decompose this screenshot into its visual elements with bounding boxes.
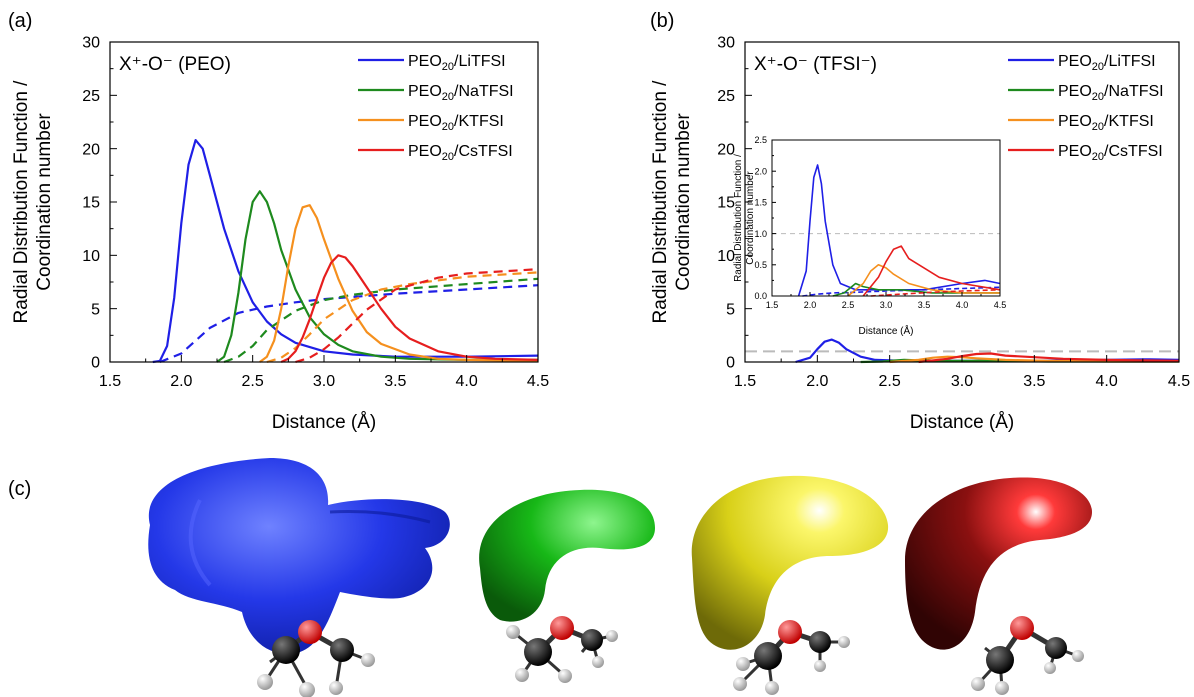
y-tick-label: 25 (717, 88, 735, 105)
series-line-rdf (216, 190, 538, 363)
chart-b-ylabel-2: Coordination number (673, 113, 694, 291)
x-tick-label: 4.0 (1096, 373, 1118, 390)
y-tick-label: 15 (82, 195, 100, 212)
chart-b-xlabel: Distance (Å) (910, 412, 1015, 433)
isosurface-na (479, 489, 655, 622)
series-line-cn (802, 286, 1001, 297)
y-tick-label: 10 (717, 248, 735, 265)
x-tick-label: 4.5 (994, 300, 1007, 310)
legend-label: PEO20/LiTFSI (1058, 53, 1156, 73)
series-line-cn (870, 289, 1001, 297)
y-tick-label: 30 (82, 35, 100, 52)
y-tick-label: 20 (717, 141, 735, 158)
y-tick-label: 1.0 (754, 229, 767, 239)
series-line-cn (223, 277, 539, 364)
x-tick-label: 1.5 (734, 373, 756, 390)
y-tick-label: 2.0 (754, 166, 767, 176)
chart-b-legend: PEO20/LiTFSI PEO20/NaTFSI PEO20/KTFSI PEO20… (1008, 53, 1164, 163)
y-tick-label: 0.5 (754, 260, 767, 270)
series-line-rdf (280, 254, 539, 364)
panel-label-b: (b) (650, 10, 675, 32)
inset-ylabel-1: Radial Distribution Function / (733, 154, 744, 282)
chart-a: 1.5 2.0 2.5 3.0 3.5 4.0 4.5 0 5 10 15 20 25 30 X⁺-O⁻ … (11, 35, 549, 433)
legend-label: PEO20/NaTFSI (1058, 83, 1164, 103)
isosurface-panel (148, 458, 1092, 697)
chart-b-title: X⁺-O⁻ (TFSI⁻) (754, 54, 877, 75)
y-tick-label: 0 (726, 355, 735, 372)
legend-label: PEO20/CsTFSI (1058, 143, 1163, 163)
legend-label: PEO20/LiTFSI (408, 53, 506, 73)
y-tick-label: 20 (82, 141, 100, 158)
chart-a-ylabel-1: Radial Distribution Function / (11, 80, 32, 324)
chart-b-ylabel-1: Radial Distribution Function / (650, 80, 671, 324)
y-tick-label: 0.0 (754, 291, 767, 301)
legend-label: PEO20/KTFSI (1058, 113, 1154, 133)
inset-ylabel-2: Coordination number (745, 171, 756, 265)
chart-b: 1.5 2.0 2.5 3.0 3.5 4.0 4.5 0 5 10 15 20 25 30 X⁺-O⁻ … (650, 35, 1190, 433)
x-tick-label: 3.0 (313, 373, 335, 390)
isosurface-k (691, 475, 889, 650)
molecule-na (506, 616, 618, 683)
isosurface-li (148, 458, 450, 654)
y-tick-label: 5 (726, 301, 735, 318)
x-tick-label: 3.5 (1023, 373, 1045, 390)
x-tick-label: 4.5 (527, 373, 549, 390)
series-line-rdf (152, 139, 539, 364)
x-tick-label: 2.0 (170, 373, 192, 390)
x-tick-label: 1.5 (99, 373, 121, 390)
inset-xlabel: Distance (Å) (858, 324, 913, 337)
series-line-rdf (832, 282, 1000, 297)
x-tick-label: 4.0 (956, 300, 969, 310)
x-tick-label: 3.5 (918, 300, 931, 310)
x-tick-label: 3.5 (384, 373, 406, 390)
panel-label-c: (c) (8, 478, 32, 500)
chart-a-ylabel-2: Coordination number (34, 113, 55, 291)
x-tick-label: 4.5 (1168, 373, 1190, 390)
y-tick-label: 15 (717, 195, 735, 212)
x-tick-label: 2.5 (242, 373, 264, 390)
legend-label: PEO20/KTFSI (408, 113, 504, 133)
series-line-cn (159, 284, 539, 364)
isosurface-cs (905, 477, 1092, 650)
y-tick-label: 0 (91, 355, 100, 372)
molecule-k (733, 620, 850, 695)
x-tick-label: 3.0 (951, 373, 973, 390)
y-tick-label: 1.5 (754, 198, 767, 208)
series-line-rdf (862, 245, 1001, 297)
legend-label: PEO20/CsTFSI (408, 143, 513, 163)
chart-a-title: X⁺-O⁻ (PEO) (119, 54, 231, 75)
chart-a-legend: PEO20/LiTFSI PEO20/NaTFSI PEO20/KTFSI PEO20… (358, 53, 514, 163)
series-line-rdf (259, 204, 539, 363)
y-tick-label: 25 (82, 88, 100, 105)
y-tick-label: 2.5 (754, 135, 767, 145)
legend-label: PEO20/NaTFSI (408, 83, 514, 103)
x-tick-label: 2.0 (804, 300, 817, 310)
series-line-cn (266, 271, 539, 364)
x-tick-label: 1.5 (766, 300, 779, 310)
y-tick-label: 10 (82, 248, 100, 265)
series-line-rdf (918, 352, 1180, 364)
x-tick-label: 4.0 (456, 373, 478, 390)
y-tick-label: 30 (717, 35, 735, 52)
series-line-rdf (797, 164, 1001, 297)
x-tick-label: 2.5 (879, 373, 901, 390)
x-tick-label: 2.0 (806, 373, 828, 390)
panel-label-a: (a) (8, 10, 33, 32)
molecule-li (257, 620, 375, 697)
molecule-cs (971, 616, 1084, 695)
x-tick-label: 2.5 (842, 300, 855, 310)
y-tick-label: 5 (91, 301, 100, 318)
series-line-cn (295, 268, 539, 364)
x-tick-label: 3.0 (880, 300, 893, 310)
chart-a-xlabel: Distance (Å) (272, 412, 377, 433)
chart-b-inset: 1.5 2.0 2.5 3.0 3.5 4.0 4.50.00.51.01.52.02.5 … (733, 135, 1006, 337)
